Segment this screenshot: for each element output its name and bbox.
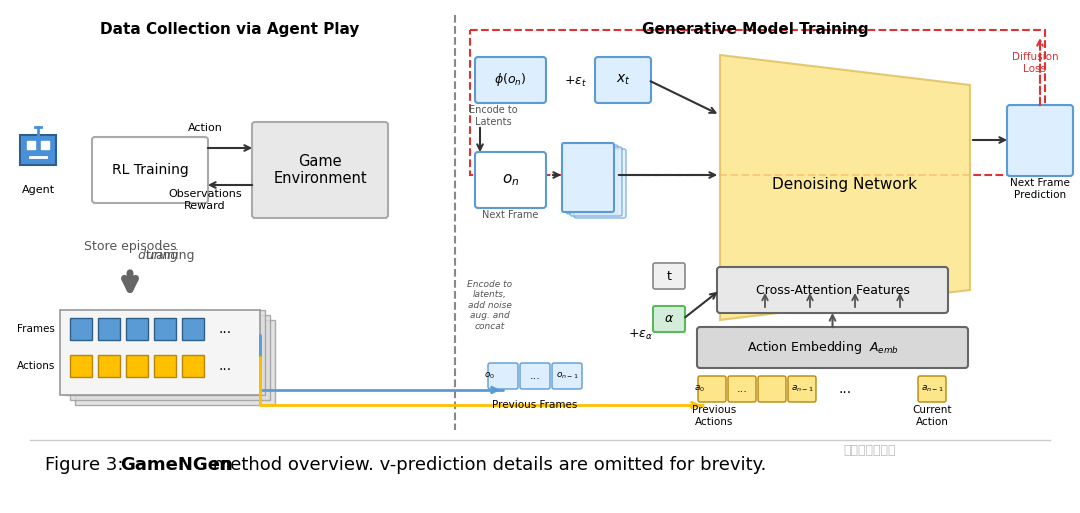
Bar [21, 135, 56, 165]
Bar [70, 318, 92, 340]
Text: Next Frame
Prediction: Next Frame Prediction [1010, 178, 1070, 200]
FancyBboxPatch shape [573, 149, 626, 218]
FancyBboxPatch shape [1007, 105, 1074, 176]
Text: Data Collection via Agent Play: Data Collection via Agent Play [100, 22, 360, 37]
Text: $a_{n-1}$: $a_{n-1}$ [791, 384, 813, 394]
Text: Store episodes: Store episodes [83, 240, 176, 268]
FancyBboxPatch shape [92, 137, 208, 203]
Text: GameNGen: GameNGen [120, 456, 233, 474]
Text: training: training [141, 249, 194, 262]
Text: Game
Environment: Game Environment [273, 154, 367, 186]
Text: ...: ... [529, 371, 540, 381]
Bar [183, 318, 204, 340]
FancyBboxPatch shape [519, 363, 550, 389]
Text: during: during [82, 249, 178, 262]
FancyBboxPatch shape [698, 376, 726, 402]
Bar [75, 320, 275, 405]
Bar [126, 318, 148, 340]
Text: $x_t$: $x_t$ [616, 73, 631, 87]
Bar [154, 355, 176, 377]
Text: method overview. v-prediction details are omitted for brevity.: method overview. v-prediction details ar… [207, 456, 767, 474]
Text: $o_0$: $o_0$ [485, 371, 496, 381]
FancyBboxPatch shape [697, 327, 968, 368]
Text: Current
Action: Current Action [913, 405, 951, 427]
FancyBboxPatch shape [595, 57, 651, 103]
Bar [41, 141, 49, 149]
Text: $+\varepsilon_t$: $+\varepsilon_t$ [564, 75, 586, 89]
Bar [70, 315, 270, 400]
Text: $+\varepsilon_\alpha$: $+\varepsilon_\alpha$ [627, 328, 652, 342]
FancyBboxPatch shape [570, 147, 622, 216]
Bar [70, 355, 92, 377]
Text: Denoising Network: Denoising Network [772, 177, 918, 192]
Polygon shape [720, 55, 970, 320]
FancyBboxPatch shape [717, 267, 948, 313]
Bar [154, 318, 176, 340]
Text: t: t [666, 269, 672, 283]
Text: ...: ... [218, 322, 231, 336]
Text: $\alpha$: $\alpha$ [664, 312, 674, 326]
FancyBboxPatch shape [562, 143, 615, 212]
Bar [65, 310, 265, 395]
Bar [470, 30, 1045, 175]
Bar [60, 310, 260, 395]
Text: Generative Model Training: Generative Model Training [642, 22, 868, 37]
Text: Previous
Actions: Previous Actions [692, 405, 737, 427]
Text: Cross-Attention Features: Cross-Attention Features [756, 284, 909, 297]
Bar [126, 355, 148, 377]
FancyBboxPatch shape [566, 145, 618, 214]
Text: $a_{n-1}$: $a_{n-1}$ [920, 384, 943, 394]
Text: Agent: Agent [22, 185, 55, 195]
Text: Diffusion
Loss: Diffusion Loss [1012, 52, 1058, 73]
Text: 公众号・量子位: 公众号・量子位 [843, 444, 896, 457]
Text: Observations
Reward: Observations Reward [168, 189, 242, 211]
Text: ...: ... [218, 359, 231, 373]
Bar [183, 355, 204, 377]
FancyBboxPatch shape [788, 376, 816, 402]
Text: Encode to
latents,
add noise
aug. and
concat: Encode to latents, add noise aug. and co… [468, 280, 513, 330]
Text: $a_0$: $a_0$ [694, 384, 705, 394]
FancyBboxPatch shape [475, 152, 546, 208]
FancyBboxPatch shape [252, 122, 388, 218]
Bar [98, 318, 120, 340]
Text: Frames: Frames [17, 324, 55, 334]
FancyBboxPatch shape [728, 376, 756, 402]
Text: RL Training: RL Training [111, 163, 188, 177]
Text: $o_{n-1}$: $o_{n-1}$ [555, 371, 579, 381]
Text: Next Frame: Next Frame [483, 210, 539, 220]
FancyBboxPatch shape [758, 376, 786, 402]
FancyBboxPatch shape [475, 57, 546, 103]
Text: $o_n$: $o_n$ [502, 172, 519, 188]
Bar [27, 141, 35, 149]
Bar [98, 355, 120, 377]
Text: Figure 3:: Figure 3: [45, 456, 130, 474]
Text: Action: Action [188, 123, 222, 133]
Text: ...: ... [737, 384, 747, 394]
Text: Previous Frames: Previous Frames [492, 400, 578, 410]
FancyBboxPatch shape [653, 306, 685, 332]
Text: Encode to
Latents: Encode to Latents [469, 105, 517, 127]
Text: Actions: Actions [16, 361, 55, 371]
FancyBboxPatch shape [918, 376, 946, 402]
Text: Action Embedding  $A_{emb}$: Action Embedding $A_{emb}$ [746, 339, 899, 356]
FancyBboxPatch shape [653, 263, 685, 289]
FancyBboxPatch shape [488, 363, 518, 389]
Text: ...: ... [838, 382, 851, 396]
FancyBboxPatch shape [552, 363, 582, 389]
Text: $\phi(o_n)$: $\phi(o_n)$ [495, 71, 527, 89]
